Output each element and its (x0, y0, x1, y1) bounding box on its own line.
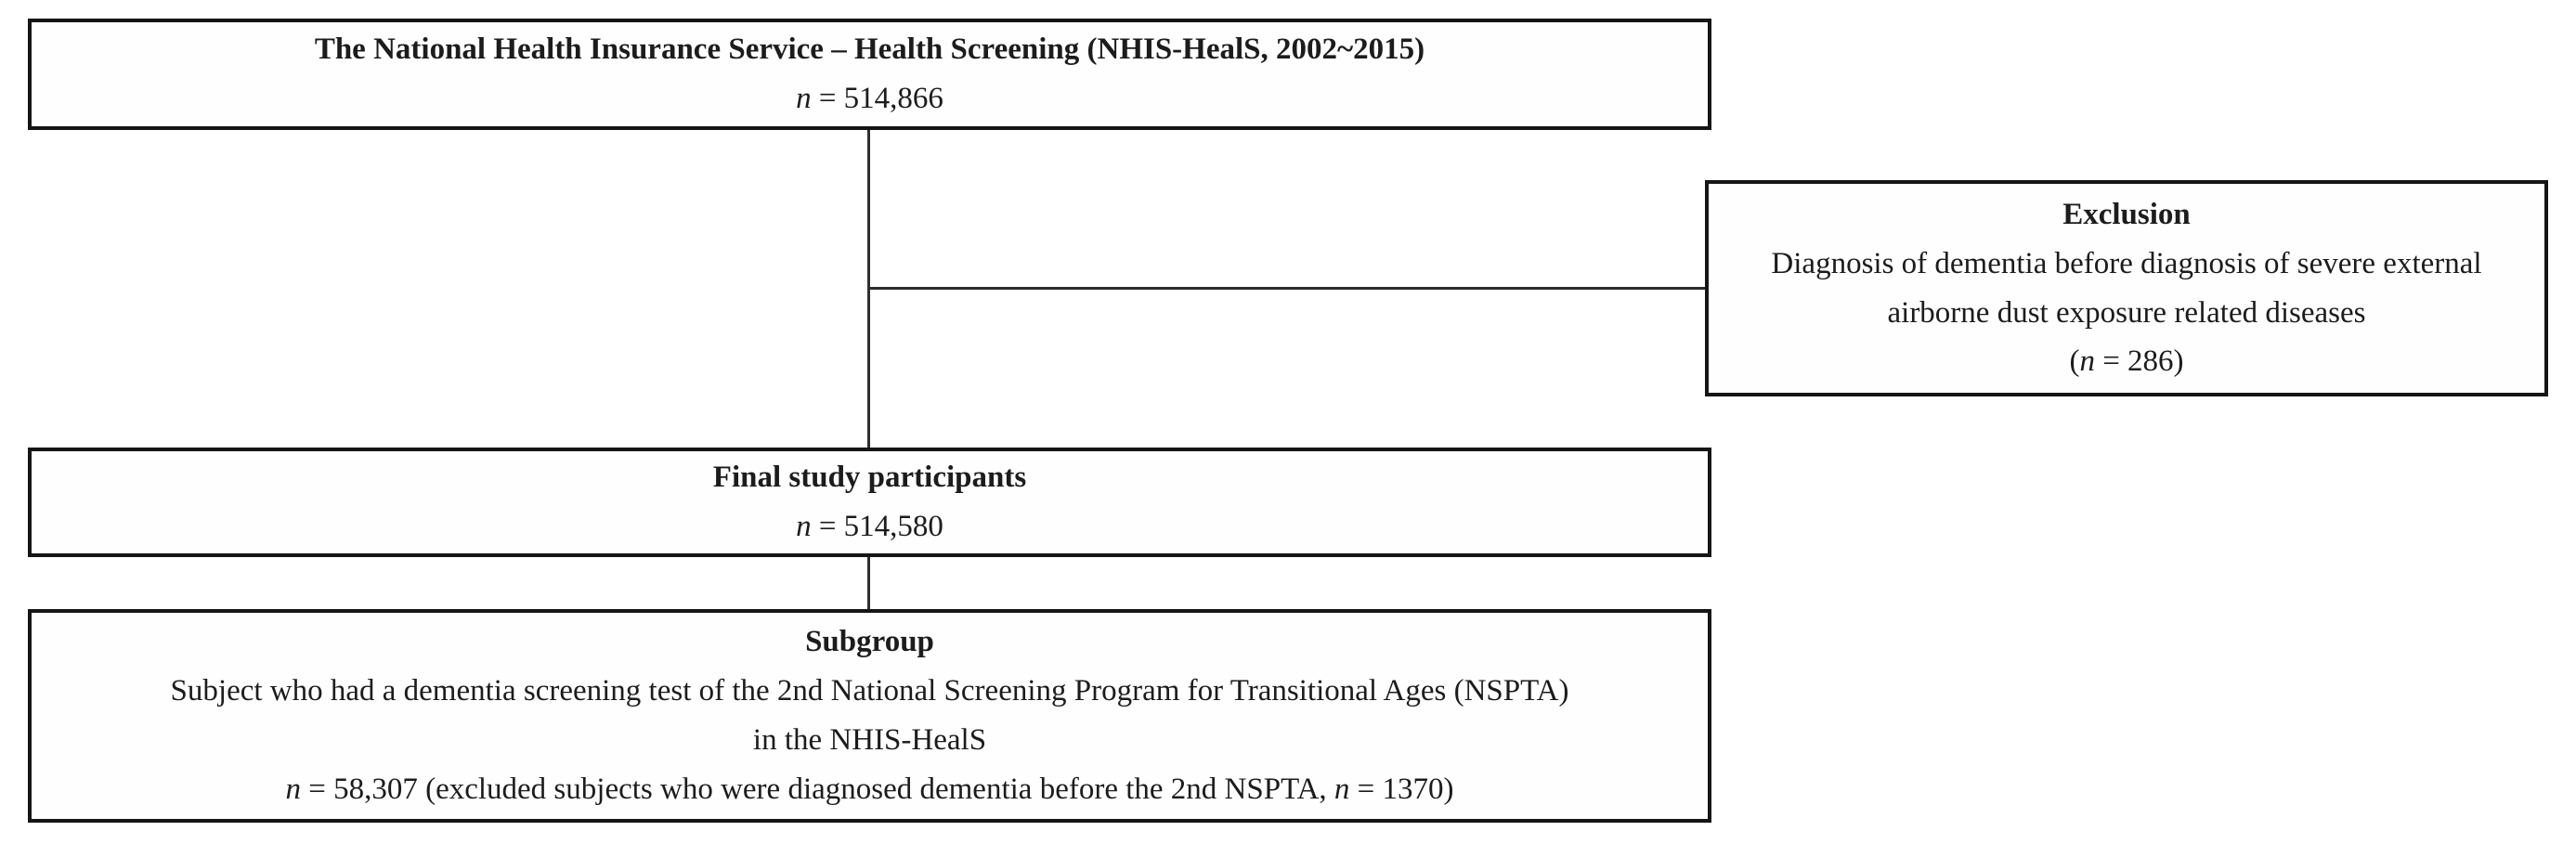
n-symbol: n (796, 82, 812, 115)
n-value-2: = 1370) (1349, 772, 1454, 806)
exclusion-reason-line2: airborne dust exposure related diseases (1887, 295, 2366, 330)
exclusion-reason-line1: Diagnosis of dementia before diagnosis o… (1771, 246, 2482, 280)
n-symbol: n (796, 510, 812, 543)
final-participants-count: n = 514,580 (796, 502, 943, 552)
n-value: = 514,580 (811, 510, 943, 543)
exclusion-title: Exclusion (2062, 197, 2191, 231)
exclusion-box: Exclusion Diagnosis of dementia before d… (1705, 180, 2548, 396)
n-symbol: n (285, 772, 301, 806)
connector-line-branch-to-exclusion (867, 287, 1705, 290)
subgroup-box: Subgroup Subject who had a dementia scre… (28, 609, 1711, 823)
final-participants-box: Final study participants n = 514,580 (28, 448, 1711, 557)
source-population-title: The National Health Insurance Service – … (314, 32, 1425, 67)
n-value: = 58,307 (excluded subjects who were dia… (300, 772, 1334, 806)
final-participants-title: Final study participants (712, 461, 1027, 495)
subgroup-title: Subgroup (805, 625, 934, 659)
n-value: = 514,866 (811, 82, 943, 115)
n-symbol: n (2079, 344, 2095, 379)
connector-line-final-to-subgroup (867, 557, 870, 609)
subgroup-description-line2: in the NHIS-HealS (752, 723, 987, 757)
n-value: = 286) (2094, 344, 2184, 379)
subgroup-count: n = 58,307 (excluded subjects who were d… (285, 765, 1453, 814)
subgroup-description-line1: Subject who had a dementia screening tes… (170, 674, 1569, 708)
n-symbol-2: n (1334, 772, 1350, 806)
paren-open: ( (2069, 344, 2080, 379)
source-population-box: The National Health Insurance Service – … (28, 19, 1711, 130)
source-population-count: n = 514,866 (796, 74, 943, 123)
exclusion-count: (n = 286) (2069, 337, 2183, 386)
